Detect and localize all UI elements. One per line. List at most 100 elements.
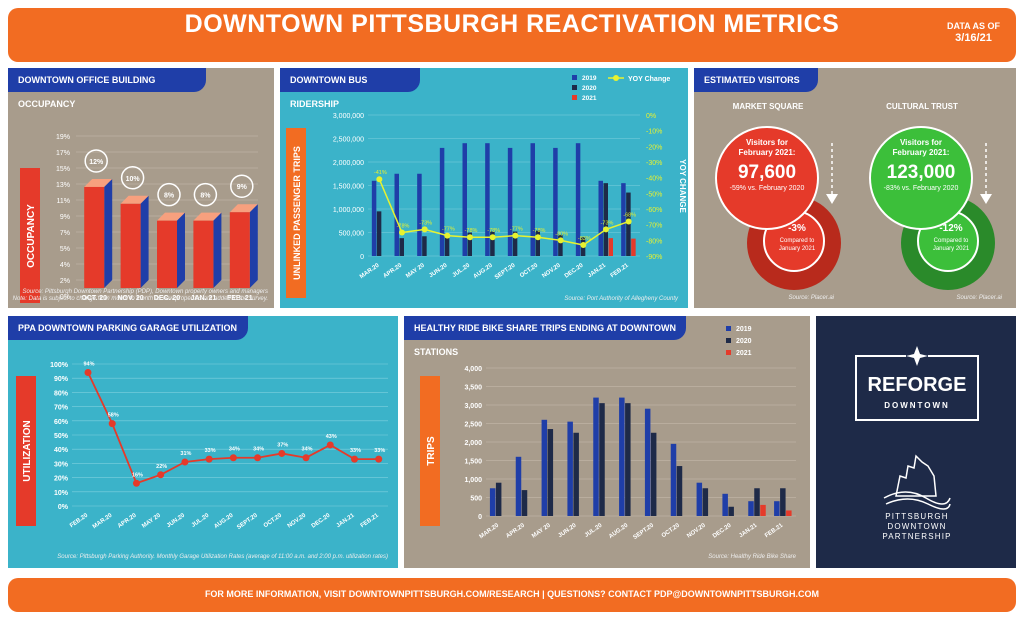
bus-chart: 0 500,000 1,000,000 1,500,000 2,000,000 2,500… bbox=[286, 75, 687, 302]
bus-title: DOWNTOWN BUS RIDERSHIP bbox=[280, 68, 420, 109]
x-tick-label: NOV.20 bbox=[686, 522, 707, 539]
data-label: 9% bbox=[237, 184, 248, 191]
data-label: 43% bbox=[326, 434, 337, 440]
bar-2021 bbox=[786, 510, 792, 516]
data-label: 33% bbox=[374, 448, 385, 454]
legend-label: 2021 bbox=[582, 95, 597, 102]
cultural-l1: Visitors for bbox=[900, 138, 942, 147]
visitors-graphic: MARKET SQUARE CULTURAL TRUST Visitors fo… bbox=[715, 102, 1003, 301]
bus-panel: DOWNTOWN BUS RIDERSHIP 0 500,000 1,000,000… bbox=[280, 68, 688, 308]
y-tick-label: 500,000 bbox=[339, 231, 364, 238]
x-tick-label: DEC.20 bbox=[564, 262, 585, 279]
utilization-point bbox=[205, 455, 213, 463]
source: Source: Healthy Ride Bike Share bbox=[708, 554, 796, 560]
as-of-date: 3/16/21 bbox=[955, 32, 992, 44]
legend-label: 2021 bbox=[736, 350, 752, 357]
legend-marker bbox=[613, 75, 619, 81]
yoy-label: -73% bbox=[601, 220, 614, 226]
bar-2019 bbox=[575, 143, 581, 256]
y-tick-label: 2,000,000 bbox=[333, 160, 364, 167]
legend-label: 2019 bbox=[582, 75, 597, 82]
y-tick-label: 0 bbox=[478, 514, 482, 521]
reforge-downtown: DOWNTOWN bbox=[884, 401, 950, 410]
yoy-point bbox=[535, 234, 541, 241]
data-label-circle bbox=[193, 182, 218, 207]
y-tick-label: 17% bbox=[56, 150, 70, 157]
data-label: 33% bbox=[205, 448, 216, 454]
y-tick-label: 1,000 bbox=[464, 477, 482, 484]
legend-label: YOY Change bbox=[628, 76, 670, 83]
legend-label: 2020 bbox=[582, 85, 597, 92]
y-tick-label: 11% bbox=[57, 198, 71, 205]
legend-swatch bbox=[726, 350, 731, 355]
yoy-point bbox=[489, 234, 496, 241]
y-axis-label: UNLINKED PASSENGER TRIPS bbox=[292, 146, 302, 280]
data-label: 8% bbox=[200, 193, 211, 200]
data-as-of: DATA AS OF 3/16/21 bbox=[947, 20, 1000, 44]
y-tick-label: 60% bbox=[54, 419, 69, 426]
bar-2019 bbox=[485, 143, 490, 256]
market-c2: January 2021 bbox=[779, 246, 816, 252]
bar-2019 bbox=[670, 443, 677, 516]
ylabel-bar bbox=[20, 168, 40, 303]
utilization-point bbox=[326, 441, 334, 449]
market-c1: Compared to bbox=[780, 238, 815, 244]
occupancy-title: DOWNTOWN OFFICE BUILDING OCCUPANCY bbox=[8, 68, 206, 109]
y2-tick-label: -90% bbox=[646, 254, 662, 261]
bar-2020 bbox=[780, 488, 786, 516]
bar-2021 bbox=[631, 238, 636, 256]
bar-2020 bbox=[535, 230, 540, 256]
market-value: 97,600 bbox=[738, 162, 796, 183]
bar-2019 bbox=[598, 180, 603, 256]
x-tick-label: SEPT.20 bbox=[494, 262, 517, 281]
bar-2020 bbox=[467, 232, 472, 256]
bar-2019 bbox=[394, 173, 399, 256]
utilization-line bbox=[87, 372, 379, 485]
x-tick-label: JAN.21 bbox=[587, 262, 608, 279]
x-tick-label: JUN.20 bbox=[166, 512, 187, 529]
source: Source: Pittsburgh Parking Authority. Mo… bbox=[57, 554, 388, 560]
bar bbox=[193, 220, 214, 288]
market-l2: February 2021: bbox=[739, 148, 796, 157]
yoy-point bbox=[376, 176, 383, 183]
y-tick-label: 0% bbox=[58, 504, 69, 511]
x-tick-label: JUN.20 bbox=[557, 522, 578, 539]
y-tick-label: 3,000,000 bbox=[333, 113, 364, 120]
x-tick-label: MAR.20 bbox=[359, 262, 381, 280]
x-tick-label: AUG.20 bbox=[608, 522, 630, 540]
y2-tick-label: -80% bbox=[646, 238, 662, 245]
y-tick-label: 4% bbox=[60, 262, 70, 269]
bar-top-face bbox=[229, 204, 258, 213]
data-label-circle bbox=[120, 166, 145, 190]
x-tick-label: MAR.20 bbox=[92, 512, 114, 530]
data-label: 31% bbox=[180, 451, 191, 457]
market-big-circle bbox=[715, 126, 819, 230]
yoy-point bbox=[467, 234, 473, 241]
y-tick-label: 1,500 bbox=[464, 459, 482, 466]
market-l1: Visitors for bbox=[746, 138, 788, 147]
y-tick-label: 3,000 bbox=[464, 403, 482, 410]
header-banner bbox=[8, 8, 1016, 62]
y-tick-label: 20% bbox=[54, 476, 69, 483]
x-tick-label: MAR.20 bbox=[479, 522, 501, 540]
y-tick-label: 13% bbox=[56, 182, 70, 189]
sparkle-icon bbox=[906, 346, 928, 366]
y-tick-label: 70% bbox=[54, 405, 69, 412]
legend-swatch bbox=[572, 85, 577, 90]
x-tick-label: FEB.21 bbox=[764, 522, 785, 539]
y-tick-label: 80% bbox=[54, 390, 69, 397]
cultural-c2: January 2021 bbox=[933, 246, 970, 252]
y2-tick-label: -10% bbox=[646, 129, 662, 136]
y-tick-label: 0 bbox=[360, 254, 364, 261]
market-arrow-head bbox=[826, 194, 838, 204]
pdp-line-2: DOWNTOWN bbox=[887, 522, 946, 531]
parking-title: PPA DOWNTOWN PARKING GARAGE UTILIZATION bbox=[8, 316, 248, 340]
bar-side-face bbox=[213, 212, 222, 288]
bar-2019 bbox=[621, 183, 626, 256]
footer-text: FOR MORE INFORMATION, VISIT DOWNTOWNPITT… bbox=[204, 589, 820, 599]
bar-2019 bbox=[553, 147, 558, 256]
y-tick-label: 1,500,000 bbox=[333, 184, 364, 191]
yoy-label: -78% bbox=[397, 224, 410, 230]
legend-swatch bbox=[726, 338, 731, 343]
x-tick-label: AUG.20 bbox=[473, 262, 495, 280]
